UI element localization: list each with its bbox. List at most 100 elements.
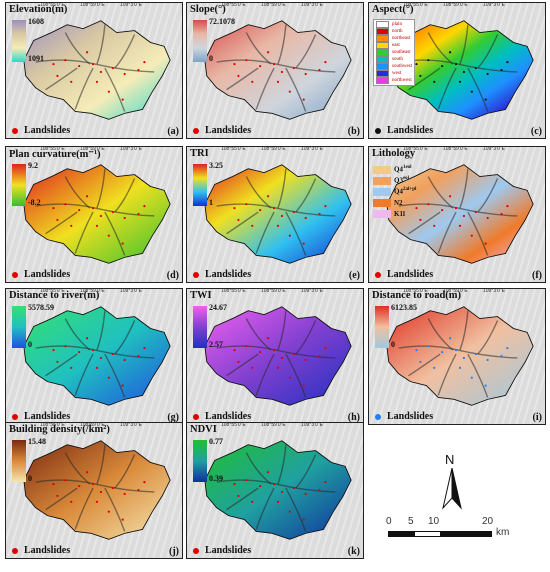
map-panel-h: 108°55'0"E 108°59'0"E 109°3'0"E TWI 24.67 2.5… xyxy=(186,288,364,425)
panel-title: TRI xyxy=(190,148,209,159)
lithology-legend-item: Q41eol xyxy=(373,164,416,175)
aspect-legend-item: south xyxy=(376,56,412,63)
colorbar-min: 0 xyxy=(28,340,32,349)
map-panel-j: 108°55'0"E 108°59'0"E 109°3'0"E Building de… xyxy=(5,422,183,559)
legend-label: northwest xyxy=(392,78,412,83)
longitude-tick: 108°59'0"E xyxy=(443,288,468,294)
lithology-legend-item: N2 xyxy=(373,197,416,208)
landslide-dot-icon xyxy=(12,127,18,134)
longitude-tick: 108°55'0"E xyxy=(403,146,428,152)
longitude-tick: 108°59'0"E xyxy=(261,146,286,152)
map-panel-e: 108°55'0"E 108°59'0"E 109°3'0"E TRI 3.25 1 Lan… xyxy=(186,146,364,283)
north-arrow-icon xyxy=(442,468,462,510)
longitude-tick: 109°3'0"E xyxy=(483,2,505,8)
landslides-legend: Landslides xyxy=(193,269,251,280)
panel-title: TWI xyxy=(190,290,212,301)
map-panel-c: 108°55'0"E 108°59'0"E 109°3'0"E Aspect(°) pl… xyxy=(368,2,546,139)
map-panel-a: 108°55'0"E 108°59'0"E 109°3'0"E Elevation(m… xyxy=(5,2,183,139)
panel-title: Building density(/km²) xyxy=(9,424,110,435)
landslide-dot-icon xyxy=(375,413,381,420)
landslides-legend: Landslides xyxy=(375,125,433,136)
panel-letter: (k) xyxy=(347,546,360,557)
panel-letter: (f) xyxy=(532,270,542,281)
landslide-dot-icon xyxy=(193,127,199,134)
legend-swatch xyxy=(376,63,389,70)
longitude-tick: 109°3'0"E xyxy=(301,288,323,294)
colorbar-max: 1608 xyxy=(28,17,44,26)
longitude-tick: 109°3'0"E xyxy=(120,288,142,294)
panel-title: Lithology xyxy=(372,148,416,159)
colorbar-min: 0 xyxy=(28,474,32,483)
legend-swatch xyxy=(373,165,391,174)
panel-title: Slope(°) xyxy=(190,4,226,15)
hillshade-background xyxy=(6,423,182,558)
landslides-legend: Landslides xyxy=(375,411,433,422)
legend-swatch xyxy=(376,35,389,42)
legend-label: Q41eol xyxy=(394,165,412,173)
longitude-tick: 108°55'0"E xyxy=(221,288,246,294)
longitude-tick: 108°55'0"E xyxy=(221,2,246,8)
colorbar-min: 2.57 xyxy=(209,340,223,349)
landslides-label: Landslides xyxy=(205,411,252,422)
longitude-tick: 109°3'0"E xyxy=(120,422,142,428)
longitude-tick: 108°59'0"E xyxy=(261,288,286,294)
lithology-legend-item: Q3eol xyxy=(373,175,416,186)
colorbar-max: 6123.85 xyxy=(391,303,417,312)
legend-swatch xyxy=(376,70,389,77)
legend-label: northeast xyxy=(392,36,411,41)
legend-label: Q3eol xyxy=(394,176,409,184)
landslides-legend: Landslides xyxy=(12,269,70,280)
lithology-sup: eol xyxy=(402,176,410,182)
north-label: N xyxy=(445,452,455,467)
landslide-dot-icon xyxy=(375,271,381,278)
panel-title: Distance to road(m) xyxy=(372,290,462,301)
panel-title: NDVI xyxy=(190,424,217,435)
colorbar-min: 0.39 xyxy=(209,474,223,483)
landslides-legend: Landslides xyxy=(12,125,70,136)
aspect-legend-item: west xyxy=(376,70,412,77)
longitude-tick: 108°59'0"E xyxy=(261,422,286,428)
panel-letter: (e) xyxy=(348,270,360,281)
panel-title: Plan curvature(m⁻¹) xyxy=(9,149,101,160)
landslide-dot-icon xyxy=(193,271,199,278)
longitude-tick: 108°55'0"E xyxy=(40,2,65,8)
longitude-tick: 108°55'0"E xyxy=(221,422,246,428)
panel-letter: (i) xyxy=(532,412,542,423)
scale-segments xyxy=(388,531,492,537)
colorbar xyxy=(12,20,26,62)
lithology-code: Q4 xyxy=(394,165,403,174)
colorbar xyxy=(193,164,207,206)
longitude-tick: 108°55'0"E xyxy=(403,288,428,294)
colorbar-max: 0.77 xyxy=(209,437,223,446)
aspect-legend-item: southwest xyxy=(376,63,412,70)
colorbar xyxy=(12,306,26,348)
scale-tick-5: 5 xyxy=(408,516,414,527)
landslide-dot-icon xyxy=(193,413,199,420)
landslides-label: Landslides xyxy=(387,125,434,136)
landslide-dot-icon xyxy=(12,547,18,554)
landslides-legend: Landslides xyxy=(12,545,70,556)
legend-label: east xyxy=(392,43,400,48)
legend-swatch xyxy=(376,56,389,63)
landslides-legend: Landslides xyxy=(12,411,70,422)
panel-letter: (c) xyxy=(530,126,542,137)
lithology-legend-item: K1l xyxy=(373,208,416,219)
colorbar-max: 24.67 xyxy=(209,303,227,312)
panel-title: Distance to river(m) xyxy=(9,290,100,301)
lithology-sup: 1eol xyxy=(402,165,412,171)
longitude-tick: 108°55'0"E xyxy=(221,146,246,152)
colorbar-max: 3.25 xyxy=(209,161,223,170)
landslide-dot-icon xyxy=(12,271,18,278)
legend-swatch xyxy=(373,198,391,207)
legend-label: southwest xyxy=(392,64,412,69)
scale-tick-10: 10 xyxy=(428,516,440,527)
landslides-label: Landslides xyxy=(24,125,71,136)
colorbar-min: 0 xyxy=(391,340,395,349)
aspect-legend: plain north northeast east southeast south sou… xyxy=(373,19,415,86)
longitude-tick: 108°59'0"E xyxy=(80,422,105,428)
longitude-tick: 109°3'0"E xyxy=(301,422,323,428)
longitude-tick: 109°3'0"E xyxy=(301,146,323,152)
colorbar xyxy=(193,440,207,482)
aspect-legend-item: north xyxy=(376,28,412,35)
landslides-label: Landslides xyxy=(387,269,434,280)
